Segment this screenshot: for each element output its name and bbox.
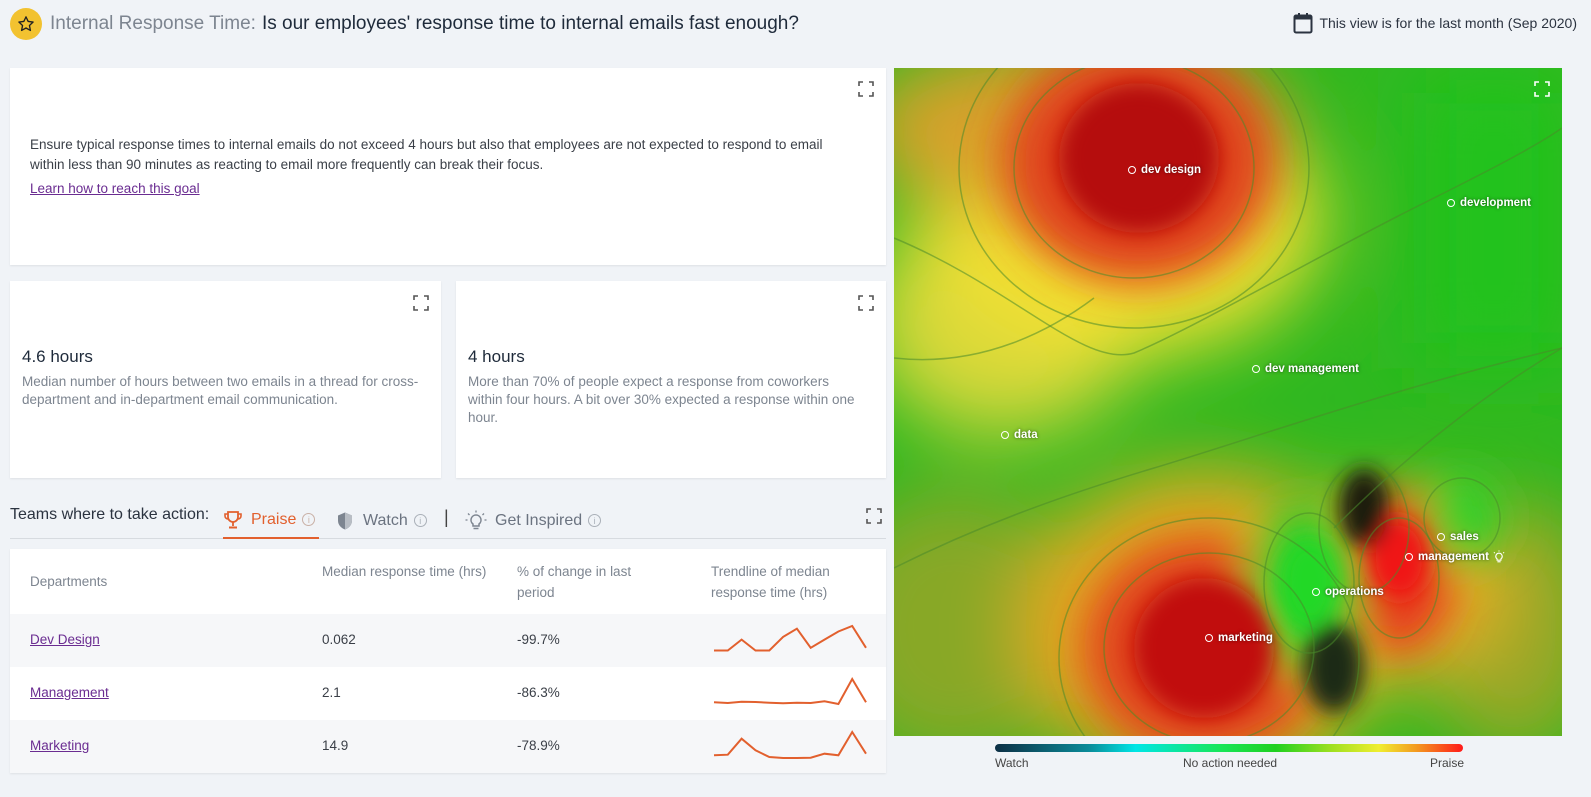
department-link[interactable]: Management [30, 685, 109, 700]
team-dot [1312, 588, 1320, 596]
page-title: Is our employees' response time to inter… [261, 13, 799, 34]
learn-goal-link[interactable]: Learn how to reach this goal [30, 181, 200, 196]
metric-description: More than 70% of people expect a respons… [468, 374, 855, 425]
calendar-icon [1293, 13, 1313, 34]
metric-value: 4 hours [468, 347, 525, 366]
metric-card-expectation: 4 hours More than 70% of people expect a… [456, 281, 886, 478]
team-dot [1205, 634, 1213, 642]
team-marker-dev-design[interactable]: dev design [1128, 164, 1201, 176]
period-text: This view is for the last month (Sep 202… [1319, 15, 1577, 31]
expand-icon[interactable] [858, 295, 874, 311]
team-label: development [1460, 197, 1531, 209]
team-dot [1405, 553, 1413, 561]
change-value: -99.7% [517, 632, 560, 647]
tab-watch-label: Watch [363, 511, 408, 529]
goal-card: Ensure typical response times to interna… [10, 68, 886, 265]
team-label: operations [1325, 586, 1384, 598]
column-header: Trendline of median response time (hrs) [711, 564, 830, 600]
tab-praise-label: Praise [251, 510, 297, 528]
info-icon[interactable]: i [588, 514, 602, 527]
change-value: -78.9% [517, 738, 560, 753]
shield-icon [338, 512, 352, 529]
team-dot [1001, 431, 1009, 439]
trendline-sparkline [713, 676, 867, 706]
team-label: dev management [1265, 363, 1359, 375]
goal-description: Ensure typical response times to interna… [30, 137, 823, 172]
sparkline-path [714, 624, 867, 652]
trophy-icon [224, 510, 242, 528]
team-dot [1252, 365, 1260, 373]
sparkline-path [713, 676, 867, 706]
median-value: 2.1 [322, 685, 341, 700]
column-header: Median response time (hrs) [322, 564, 487, 579]
expand-icon[interactable] [1534, 81, 1550, 97]
team-label: marketing [1218, 632, 1273, 644]
table-row: Marketing 14.9 -78.9% [10, 720, 886, 773]
expand-icon[interactable] [413, 295, 429, 311]
period-indicator: This view is for the last month (Sep 202… [1293, 12, 1577, 34]
team-dot [1128, 166, 1136, 174]
lightbulb-icon [465, 510, 487, 529]
team-label: dev design [1141, 164, 1202, 176]
metric-description: Median number of hours between two email… [22, 374, 419, 407]
page-header: Internal Response Time: Is our employees… [10, 8, 1581, 40]
team-marker-data[interactable]: data [1001, 429, 1038, 441]
metric-value: 4.6 hours [22, 347, 93, 366]
table-row: Management 2.1 -86.3% [10, 667, 886, 720]
team-marker-dev-management[interactable]: dev management [1252, 363, 1359, 375]
legend-label-neutral: No action needed [1183, 756, 1278, 770]
lightbulb-icon [1493, 550, 1505, 563]
team-marker-operations[interactable]: operations [1312, 586, 1384, 598]
page-subtitle: Internal Response Time: [50, 13, 256, 34]
tab-watch[interactable]: Watch i [335, 502, 427, 539]
tab-get-inspired[interactable]: Get Inspired i [465, 502, 602, 539]
teams-action-bar: Teams where to take action: Praise i Wat… [10, 498, 886, 539]
change-value: -86.3% [517, 685, 560, 700]
tab-praise[interactable]: Praise i [223, 502, 319, 539]
legend-label-watch: Watch [995, 756, 1029, 770]
trendline-sparkline [714, 624, 867, 652]
team-dot [1437, 533, 1445, 541]
teams-label: Teams where to take action: [10, 506, 210, 523]
heatmap-surface [894, 68, 1562, 736]
team-dot [1447, 199, 1455, 207]
team-marker-development[interactable]: development [1447, 197, 1531, 209]
team-marker-marketing[interactable]: marketing [1205, 632, 1273, 644]
departments-table: Departments Median response time (hrs) %… [10, 549, 886, 773]
column-header: Departments [30, 574, 108, 589]
info-icon[interactable]: i [413, 514, 427, 527]
metric-card-median: 4.6 hours Median number of hours between… [10, 281, 441, 478]
expand-icon[interactable] [866, 508, 882, 524]
tab-get-inspired-label: Get Inspired [495, 511, 583, 529]
heatmap-legend-bar [995, 744, 1463, 752]
team-heatmap[interactable]: dev design development dev management da… [894, 68, 1562, 736]
trendline-sparkline [713, 730, 867, 759]
expand-icon[interactable] [858, 81, 874, 97]
table-row: Dev Design 0.062 -99.7% [10, 614, 886, 667]
median-value: 0.062 [322, 632, 356, 647]
department-link[interactable]: Marketing [30, 738, 90, 753]
team-label: data [1014, 429, 1038, 441]
legend-label-praise: Praise [1430, 756, 1465, 770]
column-header: % of change in last period [517, 564, 632, 600]
info-icon[interactable]: i [302, 513, 316, 526]
team-marker-sales[interactable]: sales [1437, 531, 1479, 543]
tab-separator: | [444, 507, 449, 527]
department-link[interactable]: Dev Design [30, 632, 100, 647]
team-marker-management[interactable]: management [1405, 550, 1506, 564]
median-value: 14.9 [322, 738, 349, 753]
favorite-star-icon[interactable] [10, 8, 42, 40]
team-label: sales [1450, 531, 1479, 543]
team-label: management [1418, 551, 1489, 563]
sparkline-path [713, 730, 867, 759]
